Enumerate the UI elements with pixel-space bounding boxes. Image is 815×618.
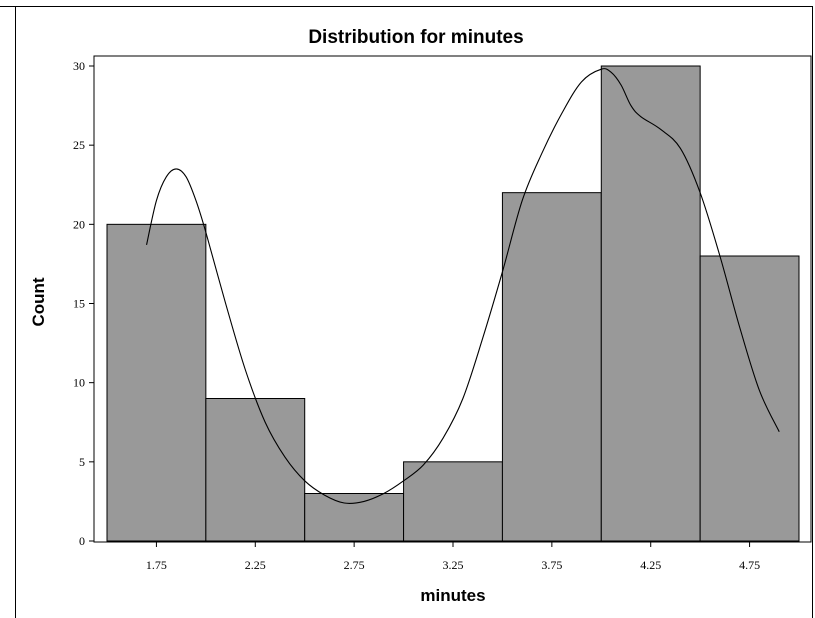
figure-frame-left: [15, 6, 16, 618]
bars-group: [106, 65, 800, 542]
x-tick-label: 3.25: [443, 558, 464, 572]
y-tick-label: 0: [79, 534, 85, 548]
y-axis-label: Count: [29, 277, 48, 326]
y-tick-label: 25: [73, 138, 85, 152]
bar-2: [205, 398, 306, 542]
figure-frame-right: [812, 6, 813, 618]
x-axis: 1.75 2.25 2.75 3.25 3.75 4.25 4.75: [146, 542, 760, 572]
bar-7: [699, 255, 800, 542]
x-tick-label: 4.75: [739, 558, 760, 572]
y-tick-label: 5: [79, 455, 85, 469]
chart-title: Distribution for minutes: [308, 27, 523, 48]
density-curve: [146, 68, 780, 504]
plot-area: 0 5 10 15 20 25 30 1.75 2.25 2.75 3.25 3.75 4.25 4.7…: [73, 55, 812, 572]
y-tick-label: 30: [73, 59, 85, 73]
x-tick-label: 2.75: [344, 558, 365, 572]
y-tick-label: 10: [73, 376, 85, 390]
y-tick-label: 20: [73, 217, 85, 231]
y-tick-label: 15: [73, 297, 85, 311]
bar-4: [403, 461, 503, 542]
x-tick-label: 1.75: [146, 558, 167, 572]
x-tick-label: 4.25: [640, 558, 661, 572]
bar-6: [600, 65, 701, 542]
y-axis: 0 5 10 15 20 25 30: [73, 59, 94, 548]
bar-3: [304, 493, 405, 542]
x-tick-label: 2.25: [245, 558, 266, 572]
x-tick-label: 3.75: [541, 558, 562, 572]
figure-frame-top: [0, 6, 813, 7]
bar-1: [106, 223, 207, 542]
x-axis-label: minutes: [420, 586, 485, 605]
bar-5: [501, 192, 602, 542]
